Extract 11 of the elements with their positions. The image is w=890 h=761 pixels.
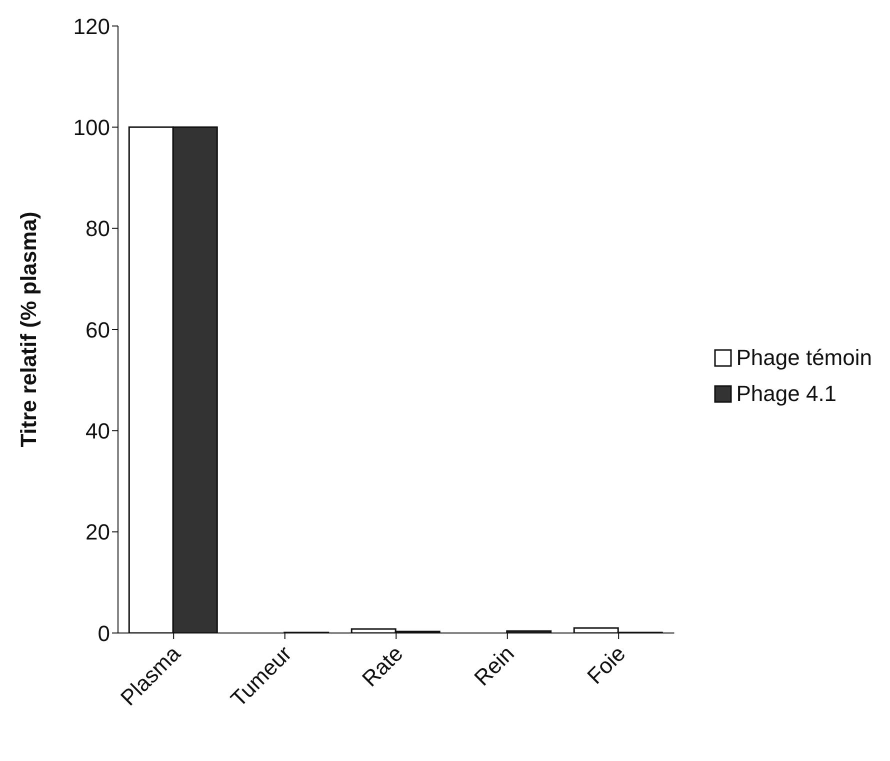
y-tick-label: 120 xyxy=(73,14,110,39)
y-tick-label: 80 xyxy=(86,216,110,242)
y-tick-label: 0 xyxy=(98,620,110,646)
y-tick-label: 20 xyxy=(86,520,110,545)
y-tick-label: 40 xyxy=(86,418,110,444)
y-tick-label: 60 xyxy=(86,317,110,342)
x-tick-label: Foie xyxy=(582,640,630,689)
legend-label: Phage témoin xyxy=(736,344,872,370)
legend-label: Phage 4.1 xyxy=(736,380,837,406)
y-axis-title: Titre relatif (% plasma) xyxy=(16,212,41,448)
y-tick-label: 100 xyxy=(73,114,110,140)
